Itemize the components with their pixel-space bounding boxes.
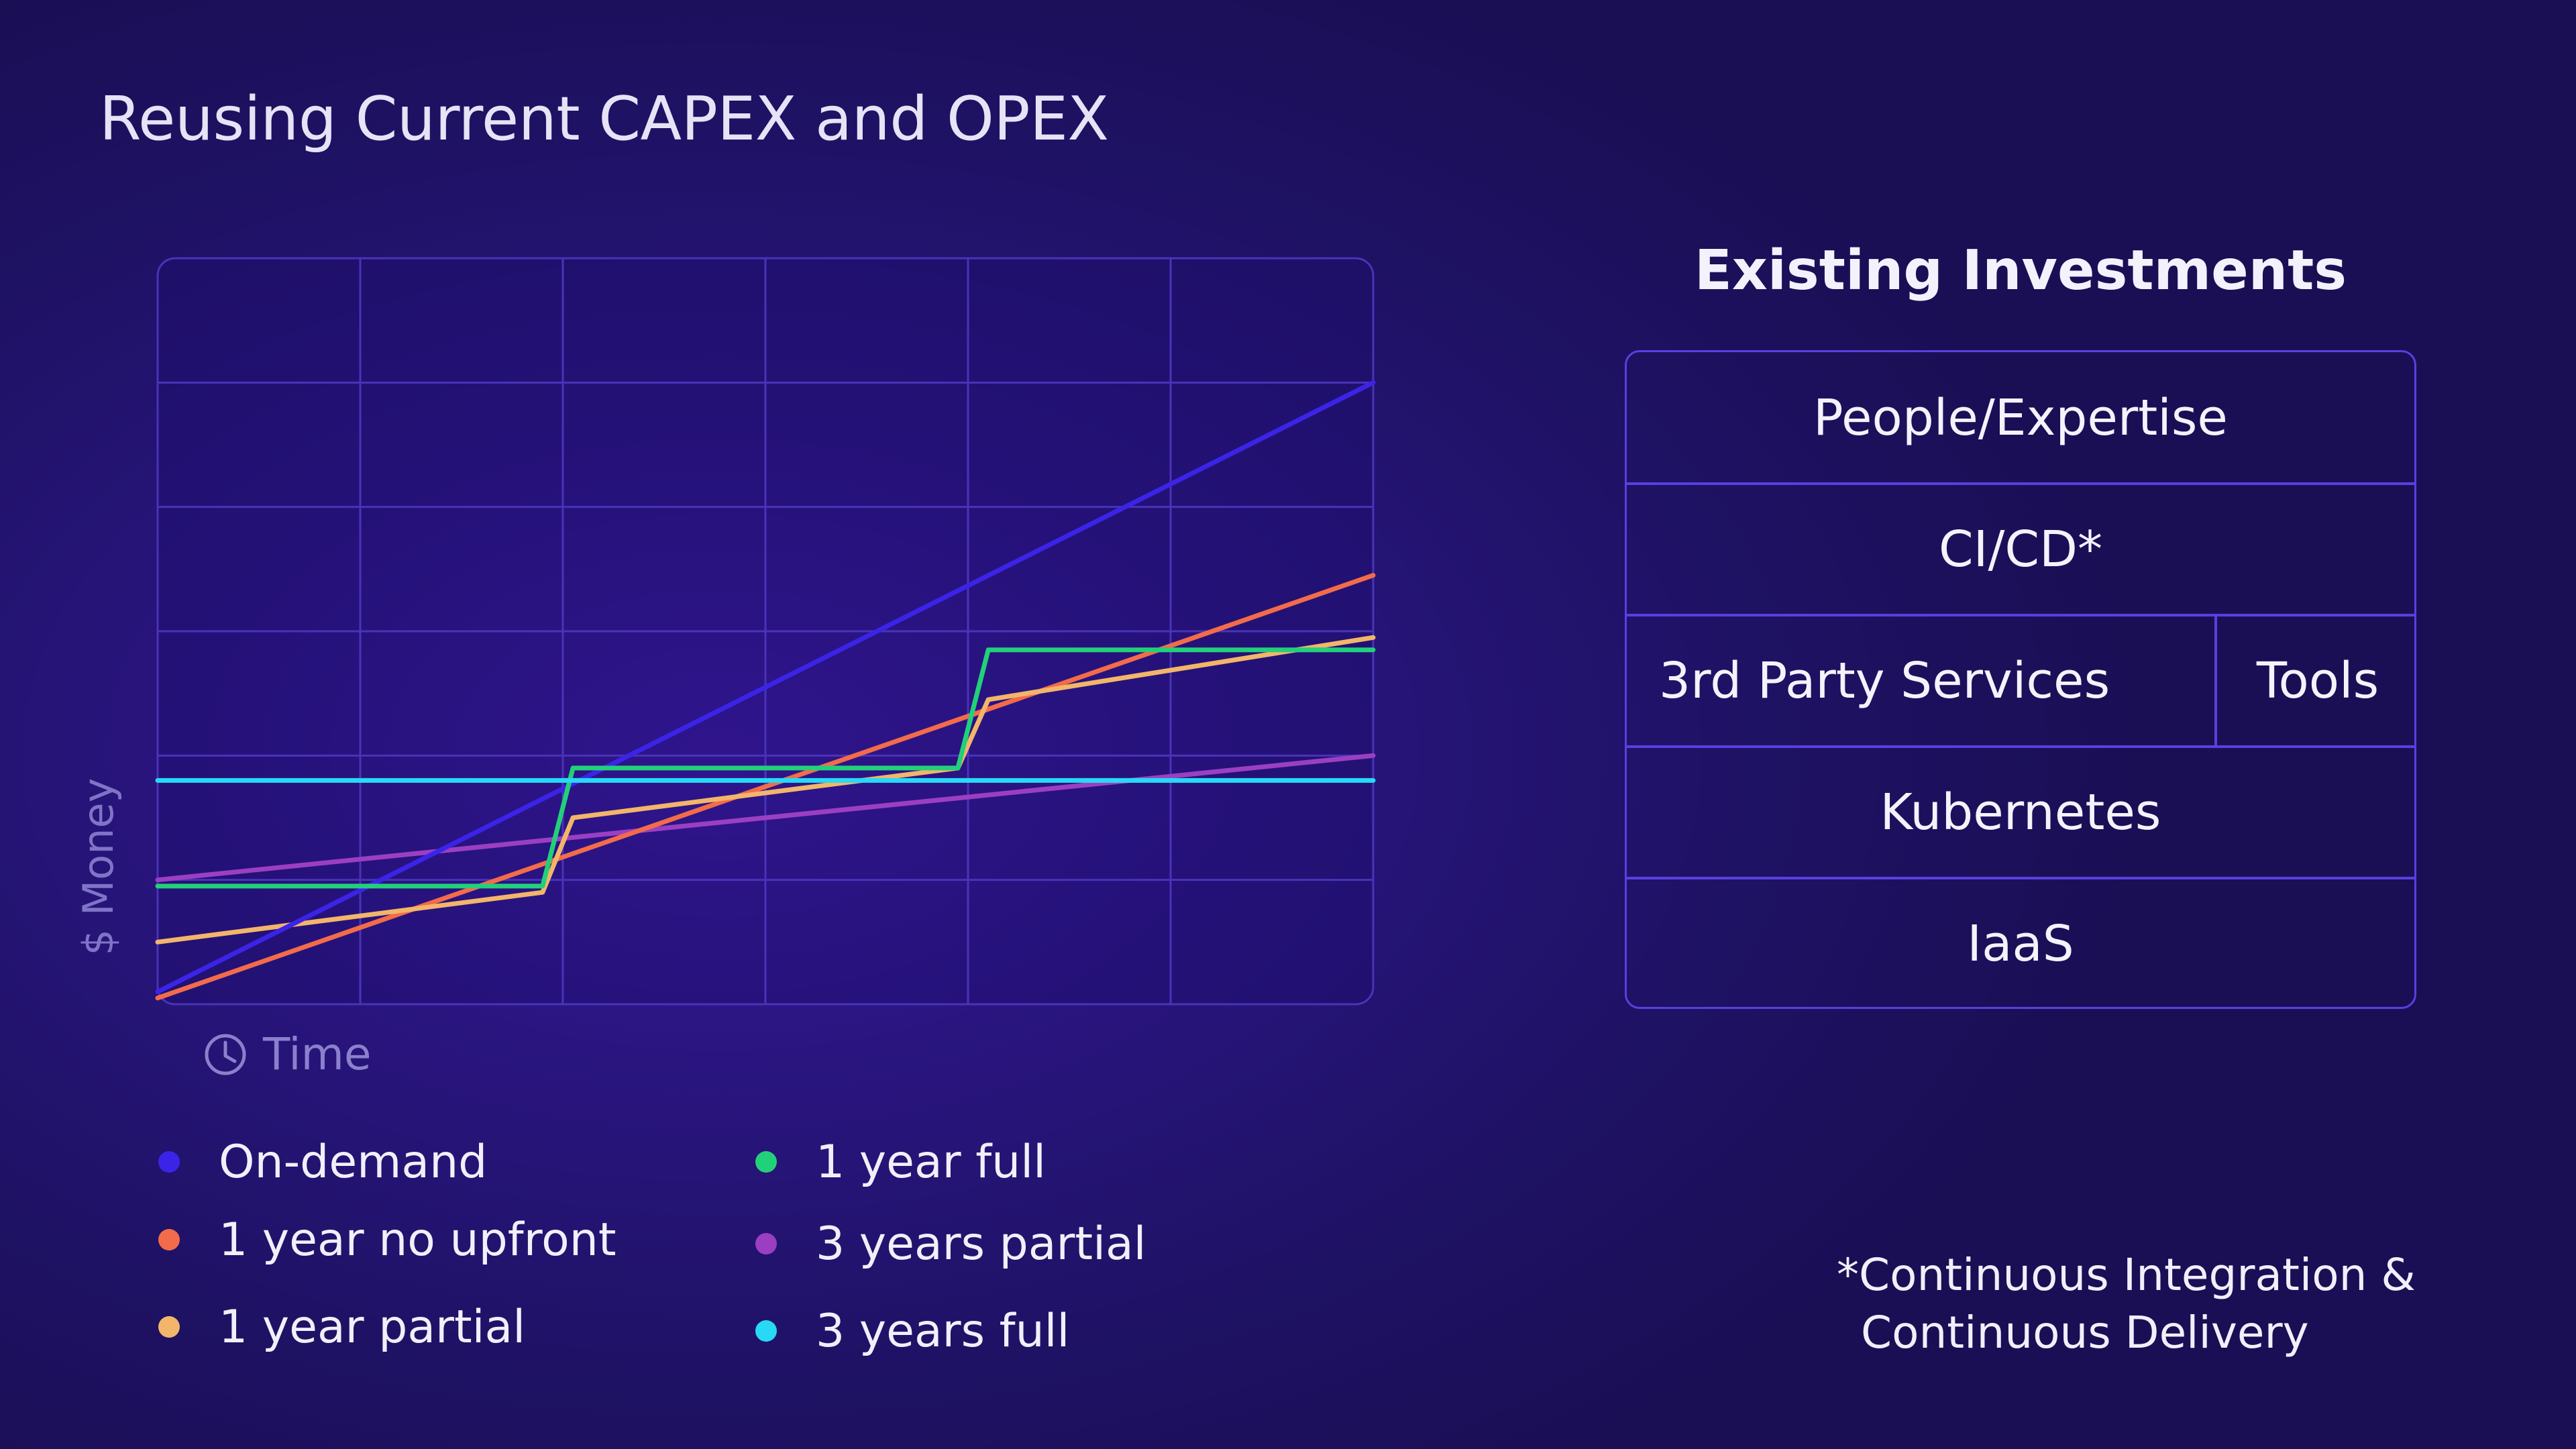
legend-label: 3 years partial	[816, 1217, 1146, 1271]
legend-swatch-on-demand	[158, 1151, 180, 1173]
series-line-1-year-no-upfront	[155, 573, 1376, 1001]
investment-row-services-tools: 3rd Party Services Tools	[1627, 614, 2414, 745]
series-line-1-year-partial	[155, 635, 1376, 945]
legend-swatch-1-year-partial	[158, 1316, 180, 1338]
legend-item: On-demand	[158, 1135, 487, 1189]
legend-label: 1 year no upfront	[219, 1213, 616, 1267]
legend-label: 1 year partial	[219, 1300, 526, 1354]
investments-table: People/Expertise CI/CD* 3rd Party Servic…	[1625, 350, 2416, 1009]
series-line-1-year-full	[155, 647, 1376, 889]
legend-item: 1 year full	[755, 1135, 1046, 1189]
series-line-3-years-partial	[155, 753, 1376, 883]
legend-swatch-3-years-partial	[755, 1233, 777, 1254]
cicd-footnote: *Continuous Integration & Continuous Del…	[1837, 1246, 2416, 1362]
legend-item: 1 year partial	[158, 1300, 525, 1354]
legend-swatch-3-years-full	[755, 1320, 777, 1342]
legend-label: 1 year full	[816, 1135, 1046, 1189]
legend-label: 3 years full	[816, 1304, 1070, 1358]
legend-label: On-demand	[219, 1135, 488, 1189]
investments-title: Existing Investments	[1694, 239, 2347, 303]
footnote-line-2: Continuous Delivery	[1861, 1307, 2309, 1358]
legend-item: 3 years full	[755, 1304, 1069, 1358]
y-axis-label: $ Money	[74, 778, 123, 956]
legend-item: 1 year no upfront	[158, 1213, 616, 1267]
investment-row-people: People/Expertise	[1813, 389, 2228, 447]
investment-cell-tools: Tools	[2256, 652, 2379, 710]
chart-series	[155, 380, 1376, 1001]
series-line-on-demand	[155, 380, 1376, 994]
investment-row-iaas: IaaS	[1627, 877, 2414, 1007]
legend-swatch-1-year-no-upfront	[158, 1229, 180, 1250]
investment-row-cicd: CI/CD*	[1627, 482, 2414, 614]
chart-grid	[158, 258, 1373, 1004]
legend-swatch-1-year-full	[755, 1151, 777, 1173]
investment-cell-3rd-party-services: 3rd Party Services	[1627, 616, 2217, 745]
slide-title: Reusing Current CAPEX and OPEX	[99, 84, 1109, 154]
investment-row-kubernetes: Kubernetes	[1627, 745, 2414, 877]
legend-item: 3 years partial	[755, 1217, 1146, 1271]
clock-icon	[205, 1034, 246, 1075]
x-axis-label: Time	[262, 1028, 372, 1080]
footnote-line-1: *Continuous Integration &	[1837, 1249, 2416, 1301]
